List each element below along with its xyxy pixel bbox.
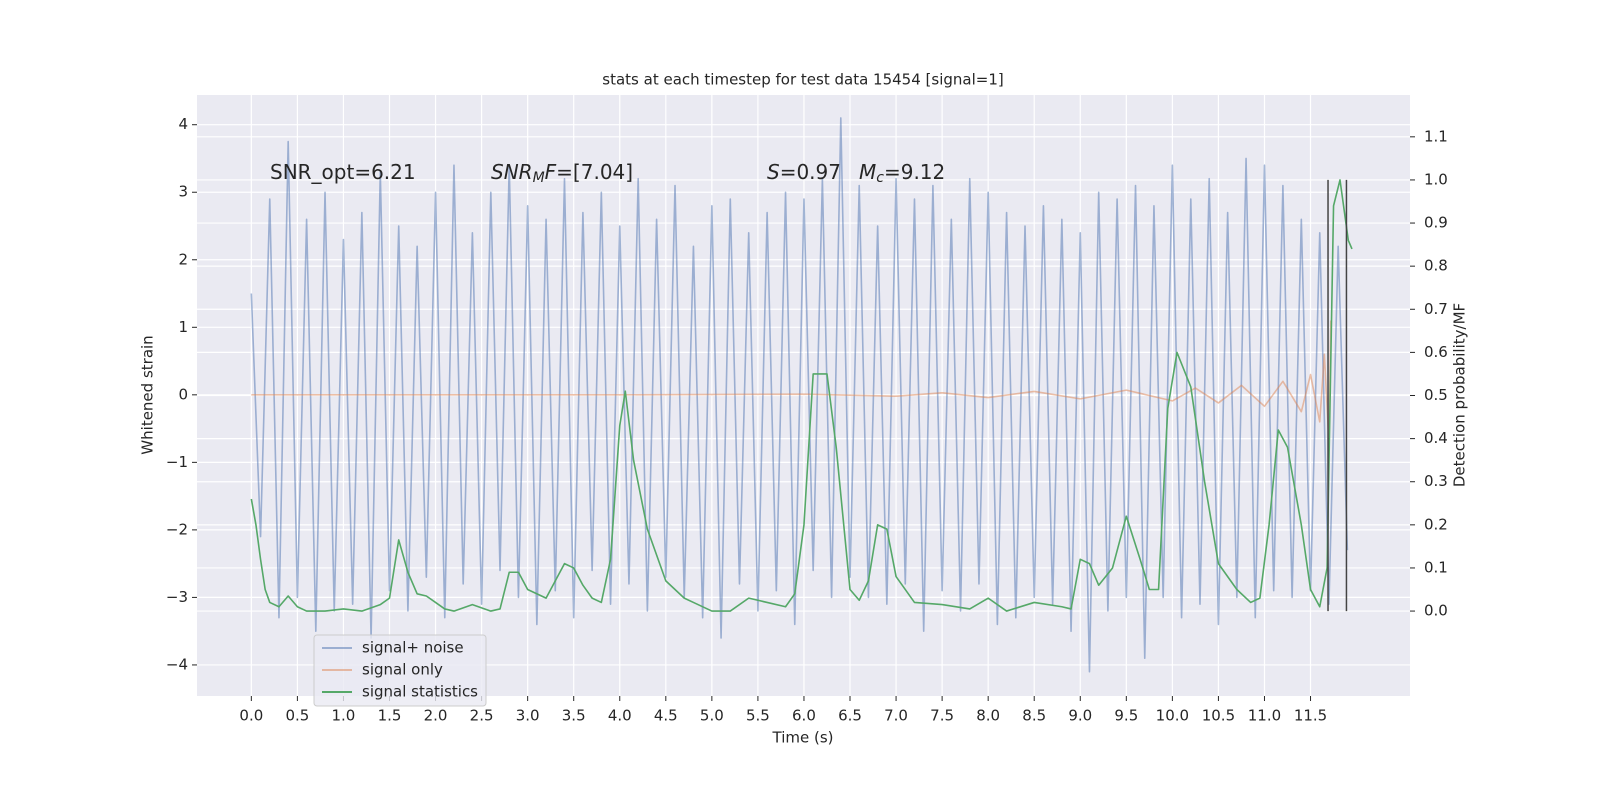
y-tick-label: 2 (178, 250, 188, 268)
annotation-part: M (859, 160, 876, 184)
annotation-part: SNR_opt=6.21 (270, 160, 416, 184)
x-axis-label: Time (s) (772, 729, 834, 747)
x-tick-label: 1.0 (332, 707, 356, 725)
y-tick-label: −2 (166, 520, 188, 538)
x-tick-label: 7.0 (884, 707, 908, 725)
axes: 0.0 0.5 1.0 1.5 2.0 2.5 3.0 3.5 4.0 4.5 5.0 5.5 6.0 6… (166, 115, 1448, 724)
annotation: Mc=9.12 (859, 160, 945, 187)
annotation-part: =0.97 (780, 160, 841, 184)
x-tick-label: 6.0 (792, 707, 816, 725)
y2-tick-label: 0.8 (1424, 257, 1448, 275)
x-tick-label: 3.0 (516, 707, 540, 725)
x-tick-label: 5.0 (700, 707, 724, 725)
annotation-part: =[7.04] (556, 160, 633, 184)
annotation-part: S (767, 160, 780, 184)
x-tick-label: 1.5 (378, 707, 402, 725)
y-tick-label: −4 (166, 655, 188, 673)
y-tick-label: 1 (178, 318, 188, 336)
y2-tick-label: 0.3 (1424, 472, 1448, 490)
x-tick-label: 5.5 (746, 707, 770, 725)
y2-tick-label: 0.2 (1424, 515, 1448, 533)
legend-box (313, 634, 487, 707)
x-tick-label: 9.0 (1068, 707, 1092, 725)
x-tick-label: 7.5 (930, 707, 954, 725)
annotation: S=0.97 (767, 160, 841, 184)
series-line (251, 320, 1332, 443)
y2-tick-label: 1.0 (1424, 170, 1448, 188)
x-tick-label: 11.5 (1294, 707, 1327, 725)
annotation-part: SNR (491, 160, 533, 184)
y2-axis-label: Detection probability/MF (1451, 303, 1469, 487)
legend: signal+ noise signal only signal statistic… (313, 634, 487, 707)
series-line (250, 117, 1349, 673)
y-axis-label: Whitened strain (139, 335, 157, 454)
y2-tick-label: 0.7 (1424, 300, 1448, 318)
annotation-part: =9.12 (884, 160, 945, 184)
series-line (250, 179, 1353, 612)
x-tick-label: 8.5 (1022, 707, 1046, 725)
x-tick-label: 0.0 (239, 707, 263, 725)
annotation: SNR_opt=6.21 (270, 160, 416, 184)
annotation-part: M (533, 170, 545, 186)
legend-label: signal only (362, 661, 443, 679)
annotations: SNR_opt=6.21 SNRMF=[7.04] S=0.97 Mc=9.12 (270, 160, 945, 187)
x-tick-label: 9.5 (1114, 707, 1138, 725)
y-tick-label: 0 (178, 385, 188, 403)
x-tick-label: 0.5 (285, 707, 309, 725)
legend-label: signal statistics (362, 683, 478, 701)
annotation: SNRMF=[7.04] (491, 160, 633, 187)
y-tick-label: 4 (178, 115, 188, 133)
x-tick-label: 2.5 (470, 707, 494, 725)
y2-tick-label: 1.1 (1424, 127, 1448, 145)
x-tick-label: 2.0 (424, 707, 448, 725)
x-tick-label: 4.5 (654, 707, 678, 725)
x-tick-label: 10.5 (1202, 707, 1235, 725)
y2-tick-label: 0.0 (1424, 602, 1448, 620)
chart-title: stats at each timestep for test data 154… (602, 71, 1003, 89)
y2-tick-label: 0.9 (1424, 214, 1448, 232)
x-tick-label: 6.5 (838, 707, 862, 725)
y2-tick-label: 0.1 (1424, 558, 1448, 576)
x-tick-label: 10.0 (1156, 707, 1189, 725)
y-tick-label: −3 (166, 588, 188, 606)
legend-label: signal+ noise (362, 639, 464, 657)
x-tick-label: 4.0 (608, 707, 632, 725)
series (250, 117, 1353, 673)
annotation-part: c (876, 170, 884, 186)
y2-tick-label: 0.6 (1424, 343, 1448, 361)
x-tick-label: 8.0 (976, 707, 1000, 725)
y-tick-label: −1 (166, 453, 188, 471)
annotation-part: F (545, 160, 557, 184)
y-tick-label: 3 (178, 183, 188, 201)
x-tick-label: 11.0 (1248, 707, 1281, 725)
y2-tick-label: 0.5 (1424, 386, 1448, 404)
y2-tick-label: 0.4 (1424, 429, 1448, 447)
x-tick-label: 3.5 (562, 707, 586, 725)
